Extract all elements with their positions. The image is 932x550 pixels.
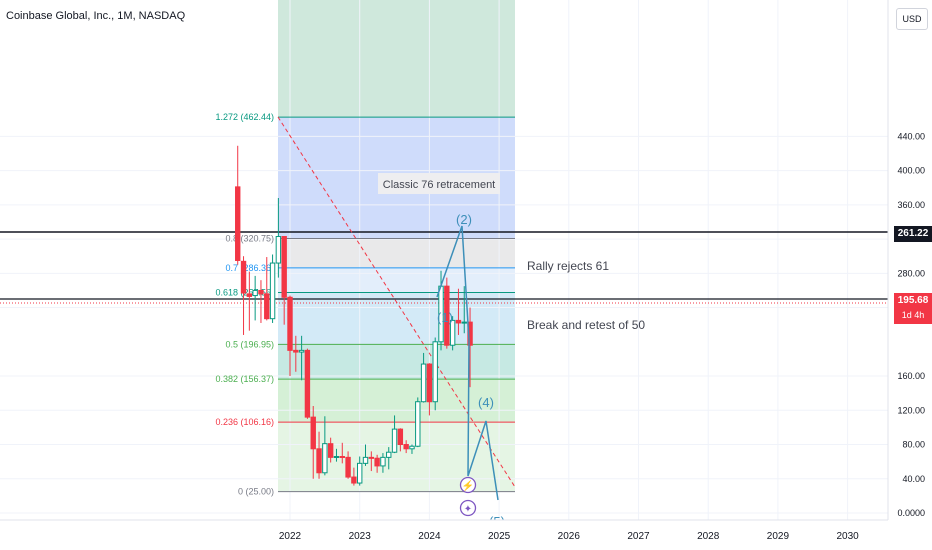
wave-label-2: (2) — [456, 212, 472, 227]
candle-body — [322, 443, 328, 474]
candle-body — [269, 262, 276, 320]
price-tick-label: 280.00 — [897, 268, 925, 278]
trend-line[interactable] — [277, 116, 516, 488]
annotation-classic-retracement[interactable]: Classic 76 retracement — [383, 179, 496, 191]
time-tick-label: 2026 — [558, 531, 581, 542]
candle-body — [357, 462, 363, 484]
time-tick-label: 2023 — [349, 531, 372, 542]
candle-body — [287, 296, 293, 351]
event-marker-icon[interactable] — [459, 499, 477, 517]
candle-body — [235, 186, 241, 261]
fib-zone — [278, 292, 515, 345]
candle-body — [362, 456, 369, 464]
price-tick-label: 80.00 — [902, 440, 925, 450]
wave-label-4: (4) — [478, 395, 494, 410]
candle-body — [432, 341, 438, 403]
candle-body — [304, 349, 311, 418]
sparkle-icon: ✦ — [464, 504, 472, 515]
price-tick-label: 120.00 — [897, 405, 925, 415]
candle-body — [252, 289, 258, 297]
time-tick-label: 2022 — [279, 531, 302, 542]
last-price-value: 195.68 — [897, 295, 929, 306]
candle-body — [275, 236, 282, 264]
candle-body — [351, 476, 357, 484]
candle-body — [316, 448, 322, 474]
candle-body — [240, 260, 247, 294]
candle-body — [298, 349, 305, 353]
fib-level-label: 0.8 (320.75) — [225, 233, 274, 243]
candle-body — [293, 349, 299, 353]
annotation-rally-rejects[interactable]: Rally rejects 61 — [527, 259, 609, 273]
time-tick-label: 2027 — [627, 531, 650, 542]
candle-body — [333, 456, 340, 459]
currency-button[interactable]: USD — [896, 8, 928, 30]
candle-body — [397, 428, 404, 446]
price-tick-label: 0.0000 — [897, 508, 925, 518]
price-tick-label: 360.00 — [897, 200, 925, 210]
bar-countdown: 1d 4h — [901, 310, 925, 320]
candle-body — [345, 456, 351, 478]
candle-body — [449, 319, 456, 346]
annotation-box — [378, 173, 500, 194]
price-axis-bg[interactable] — [888, 0, 932, 550]
candle-body — [327, 443, 334, 458]
time-tick-label: 2028 — [697, 531, 720, 542]
candle-body — [420, 363, 427, 403]
candle-body — [374, 457, 380, 467]
candle-body — [415, 401, 421, 447]
candle-body — [368, 456, 375, 459]
fib-level-label: 0.236 (106.16) — [215, 417, 274, 427]
annotation-break-retest[interactable]: Break and retest of 50 — [527, 318, 645, 332]
time-tick-label: 2030 — [836, 531, 859, 542]
level-price-tag: 261.22 — [894, 226, 932, 242]
wave-projection-line[interactable] — [436, 225, 499, 501]
candle-body — [310, 416, 316, 450]
price-tick-label: 160.00 — [897, 371, 925, 381]
last-price-tag: 195.68 1d 4h — [894, 293, 932, 324]
candle-body — [258, 289, 264, 295]
price-tick-label: 40.00 — [902, 474, 925, 484]
price-tick-label: 440.00 — [897, 131, 925, 141]
candle-body — [444, 285, 450, 346]
candle-body — [455, 319, 462, 324]
time-tick-label: 2024 — [418, 531, 441, 542]
fib-level-label: 0 (25.00) — [238, 487, 274, 497]
candle-body — [403, 444, 409, 450]
fib-zone — [278, 238, 515, 268]
candle-body — [281, 236, 287, 298]
time-tick-label: 2025 — [488, 531, 511, 542]
candle-body — [339, 456, 345, 459]
fib-level-label: 0.5 (196.95) — [225, 339, 274, 349]
lightning-icon: ⚡ — [462, 479, 474, 492]
price-tick-label: 400.00 — [897, 166, 925, 176]
fib-level-label: 0.382 (156.37) — [215, 374, 274, 384]
candle-body — [246, 293, 253, 297]
fib-zone-top — [278, 0, 515, 118]
fib-level-label: 0.7 (286.36) — [225, 263, 274, 273]
fib-zone — [278, 267, 515, 293]
candle-body — [426, 363, 433, 403]
candle-body — [467, 321, 473, 346]
candle-body — [264, 293, 270, 320]
candle-body — [386, 451, 392, 458]
candle-body — [409, 445, 415, 450]
time-axis-bg[interactable] — [0, 520, 888, 550]
fib-zone — [278, 379, 515, 423]
wave-label-1: (1) — [437, 310, 453, 325]
fib-level-label: 1.272 (462.44) — [215, 112, 274, 122]
symbol-title[interactable]: Coinbase Global, Inc., 1M, NASDAQ — [6, 10, 186, 22]
fib-zone — [278, 344, 515, 380]
event-marker-icon[interactable] — [459, 476, 477, 494]
time-tick-label: 2029 — [767, 531, 790, 542]
candle-body — [461, 321, 467, 324]
candle-body — [380, 456, 386, 467]
candle-body — [391, 428, 398, 453]
